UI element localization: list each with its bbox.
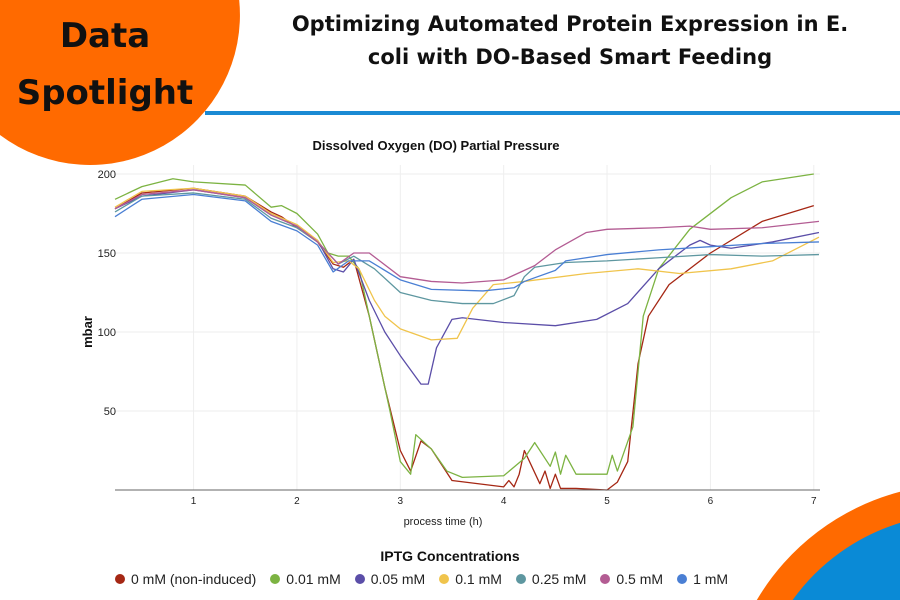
x-tick-label: 5 (604, 496, 610, 507)
corner-blue-circle (792, 522, 900, 600)
headline: Optimizing Automated Protein Expression … (250, 8, 890, 74)
legend-label: 0.5 mM (616, 571, 664, 587)
legend: 0 mM (non-induced) 0.01 mM 0.05 mM 0.1 mM 0.… (115, 571, 728, 587)
x-tick-label: 3 (398, 496, 404, 507)
header-divider (205, 111, 900, 115)
x-tick-label: 4 (501, 496, 507, 507)
headline-line2: coli with DO-Based Smart Feeding (367, 45, 773, 69)
legend-label: 0 mM (non-induced) (131, 571, 257, 587)
legend-label: 0.05 mM (370, 571, 426, 587)
legend-dot-icon (115, 574, 125, 584)
y-tick-label: 50 (104, 406, 116, 418)
legend-dot-icon (677, 574, 688, 584)
legend-dot-icon (354, 574, 365, 584)
series-line-6 (114, 193, 819, 292)
legend-item[interactable]: 0.1 mM (439, 571, 502, 587)
legend-dot-icon (600, 574, 611, 584)
headline-line1: Optimizing Automated Protein Expression … (291, 12, 849, 36)
legend-item[interactable]: 0 mM (non-induced) (115, 571, 256, 587)
legend-dot-icon (515, 574, 526, 584)
y-tick-label: 100 (98, 327, 116, 339)
series-line-1 (114, 173, 814, 479)
legend-label: 0.01 mM (286, 571, 341, 587)
badge-line1: Data (59, 16, 151, 56)
series-line-4 (114, 192, 819, 305)
legend-dot-icon (270, 574, 281, 584)
legend-dot-icon (439, 574, 450, 584)
badge-circle (0, 0, 240, 165)
y-axis-label: mbar (80, 316, 95, 348)
x-tick-label: 2 (294, 496, 300, 507)
chart-title: Dissolved Oxygen (DO) Partial Pressure (312, 138, 559, 153)
series-line-5 (114, 189, 820, 284)
x-tick-label: 6 (708, 496, 714, 507)
legend-title: IPTG Concentrations (380, 548, 520, 564)
series-line-3 (114, 187, 820, 341)
x-axis-label: process time (h) (404, 516, 483, 528)
y-tick-label: 200 (98, 169, 116, 181)
legend-label: 0.25 mM (531, 571, 587, 587)
legend-item[interactable]: 1 mM (677, 571, 728, 587)
series-line-2 (114, 189, 820, 385)
legend-label: 1 mM (693, 571, 729, 587)
legend-label: 0.1 mM (455, 571, 502, 587)
data-spotlight-badge: Data Spotlight (0, 8, 210, 122)
legend-item[interactable]: 0.05 mM (354, 571, 426, 587)
x-tick-label: 1 (191, 496, 197, 507)
x-tick-label: 7 (811, 496, 817, 507)
legend-item[interactable]: 0.25 mM (515, 571, 587, 587)
y-tick-label: 150 (98, 248, 116, 260)
badge-line2: Spotlight (16, 73, 194, 113)
legend-item[interactable]: 0.5 mM (600, 571, 663, 587)
legend-item[interactable]: 0.01 mM (270, 571, 341, 587)
series-line-0 (114, 187, 814, 491)
